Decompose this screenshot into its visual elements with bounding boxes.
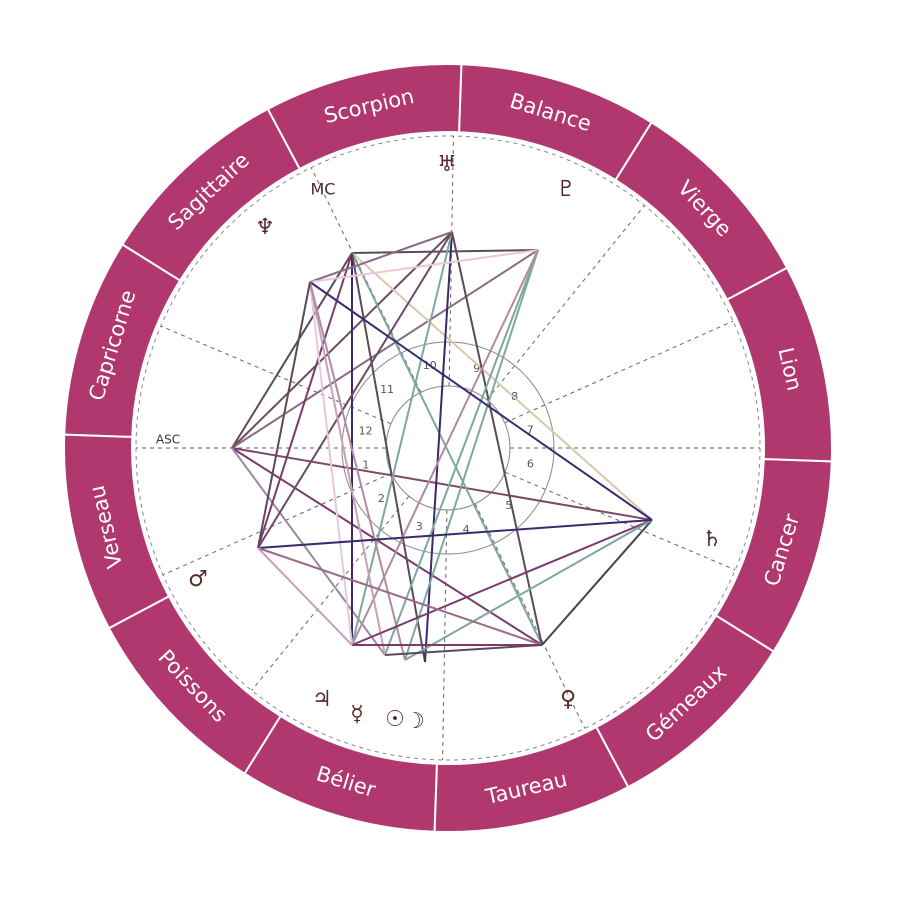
aspect-line xyxy=(257,547,353,646)
aspect-line xyxy=(541,519,653,646)
aspect-line xyxy=(309,281,653,521)
aspect-line xyxy=(351,252,653,521)
aspect-line xyxy=(257,231,453,549)
planet-glyph: ♃ xyxy=(312,687,332,712)
aspect-line xyxy=(351,519,653,646)
house-number: 4 xyxy=(463,523,470,536)
house-number: 9 xyxy=(473,362,480,375)
asc-label: ASC xyxy=(156,433,180,447)
aspect-line xyxy=(351,249,539,646)
planet-glyph: ☉ xyxy=(385,707,405,732)
aspect-line xyxy=(309,281,353,646)
house-number: 8 xyxy=(511,390,518,403)
planet-glyph: ♅ xyxy=(437,152,457,177)
aspect-lines xyxy=(231,231,653,663)
house-number: 6 xyxy=(527,458,534,471)
house-number: 7 xyxy=(527,424,534,437)
aspect-line xyxy=(231,447,653,521)
house-number: 11 xyxy=(380,383,394,396)
aspect-line xyxy=(309,281,386,656)
aspect-line xyxy=(404,249,539,661)
house-cusp xyxy=(474,503,586,729)
aspect-line xyxy=(257,252,353,549)
planet-glyph: ♆ xyxy=(255,215,275,240)
planet-glyph: ♀ xyxy=(560,687,576,712)
aspect-line xyxy=(257,519,653,549)
aspect-line xyxy=(257,547,543,646)
house-number: 12 xyxy=(359,424,373,437)
zodiac-ring: Bélier TaureauGémeauxCancerLionViergeBala… xyxy=(63,63,833,833)
aspect-line xyxy=(424,231,453,663)
aspect-line xyxy=(451,231,543,646)
house-number: 2 xyxy=(378,492,385,505)
mc-label: MC xyxy=(311,180,336,199)
house-cusp xyxy=(162,472,392,576)
house-cusp xyxy=(442,509,448,760)
aspect-line xyxy=(384,249,539,656)
labels: ASC MC ♅ ♇ ♆ ♄ ♂ ♃ ☿ ☉ ☽ ♀ xyxy=(156,152,722,734)
aspect-line xyxy=(309,231,453,283)
house-cusp xyxy=(448,136,454,387)
aspect-line xyxy=(257,281,311,549)
house-number: 1 xyxy=(362,458,369,471)
aspect-line xyxy=(231,447,386,656)
planet-glyph: ☽ xyxy=(405,709,425,734)
house-cusp xyxy=(504,471,736,571)
house-cusp xyxy=(486,205,645,401)
sign-segment xyxy=(107,595,282,776)
house-number: 5 xyxy=(505,499,512,512)
planet-glyph: ♄ xyxy=(702,527,722,552)
aspect-line xyxy=(404,519,653,661)
house-circle-outer xyxy=(341,341,555,555)
house-number: 3 xyxy=(416,520,423,533)
house-cusp xyxy=(310,167,422,393)
aspect-line xyxy=(384,644,543,656)
aspect-line xyxy=(309,281,406,661)
planet-glyph: ♂ xyxy=(188,567,208,592)
aspect-line xyxy=(231,252,353,449)
aspect-line xyxy=(351,252,426,663)
aspect-line xyxy=(309,249,539,283)
aspect-line xyxy=(351,249,539,254)
planet-glyph: ♇ xyxy=(556,177,576,202)
house-cusp xyxy=(251,495,410,691)
house-cusp xyxy=(504,320,734,424)
planet-glyph: ☿ xyxy=(350,702,364,727)
